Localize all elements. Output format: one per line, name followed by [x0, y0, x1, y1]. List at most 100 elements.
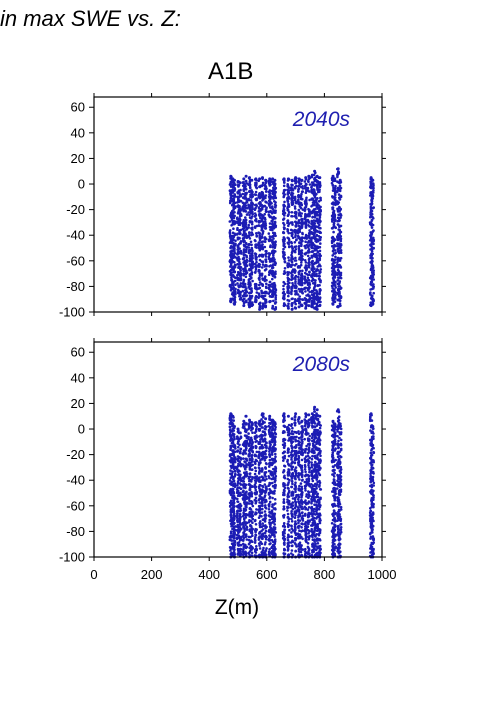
- data-point: [318, 185, 322, 189]
- data-point: [263, 294, 267, 298]
- data-point: [244, 294, 247, 298]
- data-point: [306, 276, 310, 280]
- data-point: [287, 502, 290, 506]
- data-point: [250, 273, 254, 276]
- data-point: [260, 470, 264, 473]
- data-point: [315, 268, 319, 271]
- data-point: [251, 445, 255, 449]
- data-point: [254, 300, 258, 304]
- y-tick-label: -40: [66, 228, 85, 243]
- data-point: [300, 212, 304, 215]
- data-point: [287, 299, 291, 303]
- data-point: [371, 273, 375, 277]
- data-point: [260, 475, 264, 479]
- data-point: [247, 235, 251, 238]
- data-point: [249, 539, 253, 542]
- data-point: [300, 203, 304, 207]
- data-point: [294, 256, 297, 260]
- data-point: [283, 245, 287, 249]
- data-point: [248, 181, 252, 184]
- data-point: [287, 523, 291, 527]
- data-point: [286, 241, 290, 245]
- y-tick-label: -20: [66, 202, 85, 217]
- data-point: [336, 242, 340, 246]
- data-point: [233, 302, 236, 306]
- data-point: [313, 292, 317, 295]
- data-point: [248, 176, 251, 180]
- data-point: [254, 423, 257, 427]
- data-point: [238, 486, 241, 490]
- data-point: [370, 232, 374, 235]
- data-point: [273, 205, 277, 209]
- data-point: [273, 437, 277, 441]
- data-point: [271, 496, 274, 500]
- data-point: [319, 196, 322, 200]
- data-point: [251, 460, 254, 463]
- data-point: [260, 246, 263, 250]
- data-point: [232, 286, 235, 289]
- data-point: [290, 524, 293, 528]
- data-point: [306, 286, 310, 290]
- data-point: [318, 279, 322, 283]
- data-point: [371, 264, 375, 267]
- data-point: [239, 491, 242, 495]
- data-point: [260, 511, 264, 514]
- data-point: [287, 492, 290, 495]
- data-point: [304, 191, 308, 194]
- data-point: [241, 222, 245, 226]
- data-point: [233, 211, 236, 214]
- data-point: [236, 534, 239, 537]
- data-point: [260, 290, 264, 294]
- data-point: [282, 552, 286, 555]
- data-point: [270, 290, 274, 293]
- data-point: [283, 415, 286, 419]
- data-point: [271, 433, 274, 437]
- data-point: [244, 180, 247, 183]
- data-point: [261, 426, 264, 429]
- data-point: [263, 216, 267, 220]
- data-point: [370, 226, 374, 229]
- data-point: [304, 212, 307, 216]
- data-point: [333, 281, 336, 285]
- data-point: [274, 455, 277, 459]
- data-point: [260, 240, 263, 244]
- data-point: [254, 243, 258, 246]
- data-point: [241, 493, 245, 497]
- data-point: [258, 278, 261, 282]
- data-point: [243, 529, 246, 533]
- data-point: [300, 236, 304, 239]
- data-point: [245, 545, 248, 549]
- data-point: [254, 285, 257, 288]
- data-point: [263, 204, 267, 208]
- data-point: [233, 214, 236, 218]
- data-point: [288, 528, 291, 532]
- data-point: [304, 286, 308, 290]
- data-point: [254, 430, 258, 433]
- data-point: [286, 236, 290, 240]
- data-point: [260, 542, 264, 545]
- data-point: [287, 222, 291, 225]
- data-point: [239, 240, 243, 243]
- data-point: [267, 213, 271, 216]
- data-point: [286, 474, 290, 477]
- data-point: [290, 292, 293, 296]
- data-point: [291, 426, 294, 430]
- data-point: [233, 279, 237, 283]
- data-point: [283, 525, 287, 528]
- data-point: [290, 211, 294, 214]
- data-point: [315, 192, 318, 196]
- data-point: [273, 293, 277, 296]
- data-point: [244, 550, 247, 554]
- data-point: [318, 291, 321, 295]
- data-point: [254, 203, 258, 207]
- data-point: [286, 486, 290, 490]
- data-point: [291, 249, 295, 252]
- data-point: [254, 462, 257, 466]
- data-point: [273, 516, 276, 520]
- data-point: [332, 291, 336, 295]
- data-point: [261, 484, 264, 488]
- data-point: [254, 282, 258, 286]
- data-point: [229, 419, 233, 423]
- data-point: [264, 524, 267, 527]
